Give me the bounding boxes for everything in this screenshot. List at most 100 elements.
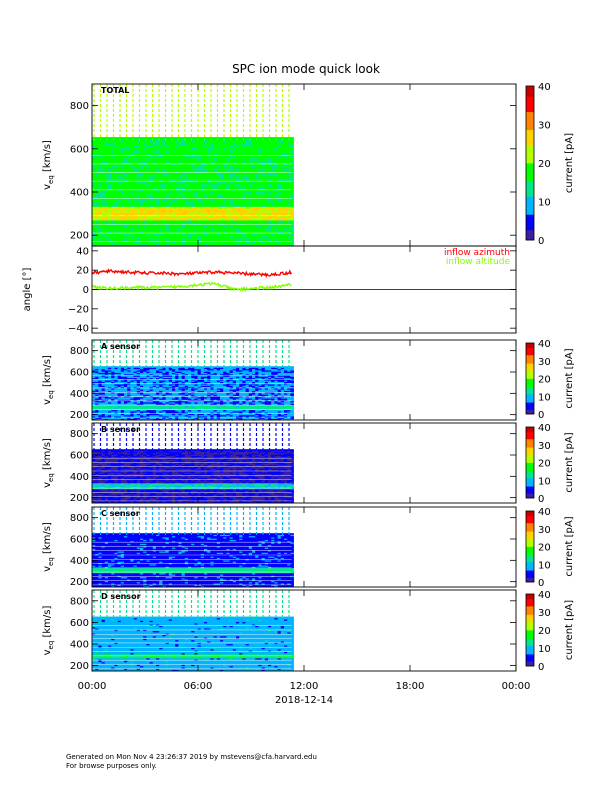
heatmap-cell bbox=[172, 399, 176, 402]
heatmap-cell bbox=[172, 227, 176, 231]
heatmap-cell bbox=[242, 388, 246, 390]
heatmap-cell bbox=[143, 418, 147, 421]
heatmap-cell bbox=[108, 183, 112, 187]
heatmap-cell bbox=[258, 225, 262, 229]
heatmap-cell bbox=[252, 168, 256, 172]
heatmap-cell bbox=[98, 372, 102, 375]
heatmap-cell bbox=[117, 407, 122, 409]
heatmap-cell bbox=[239, 391, 243, 394]
heatmap-cell bbox=[101, 407, 106, 409]
heatmap-cell bbox=[117, 209, 122, 213]
heatmap-cell bbox=[220, 235, 224, 239]
heatmap-cell bbox=[156, 142, 160, 146]
heatmap-cell bbox=[220, 220, 224, 223]
heatmap-cell bbox=[200, 373, 205, 376]
heatmap-cell bbox=[133, 238, 138, 242]
heatmap-cell bbox=[271, 152, 275, 156]
heatmap-cell bbox=[124, 376, 128, 379]
heatmap-cell bbox=[258, 139, 262, 143]
heatmap-cell bbox=[146, 204, 150, 208]
heatmap-cell bbox=[184, 399, 189, 402]
heatmap-cell bbox=[284, 238, 288, 242]
heatmap-cell bbox=[232, 380, 237, 382]
heatmap-cell bbox=[175, 418, 179, 421]
heatmap-cell bbox=[204, 165, 208, 169]
heatmap-cell bbox=[146, 230, 150, 234]
heatmap-cell bbox=[114, 366, 118, 368]
heatmap-cell bbox=[242, 225, 246, 229]
heatmap-cell bbox=[104, 381, 109, 384]
heatmap-cell bbox=[98, 181, 102, 185]
heatmap-cell bbox=[223, 189, 227, 192]
heatmap-cell bbox=[194, 170, 198, 174]
heatmap-cell bbox=[156, 186, 160, 190]
heatmap-cell bbox=[245, 379, 250, 381]
heatmap-cell bbox=[184, 163, 189, 166]
heatmap-cell bbox=[191, 238, 195, 242]
heatmap-cell bbox=[220, 402, 224, 404]
heatmap-cell bbox=[223, 400, 227, 403]
heatmap-cell bbox=[117, 150, 122, 153]
heatmap-cell bbox=[226, 194, 230, 198]
heatmap-cell bbox=[188, 230, 192, 234]
heatmap-cell bbox=[149, 165, 154, 169]
heatmap-cell bbox=[143, 371, 147, 373]
heatmap-cell bbox=[245, 201, 250, 205]
heatmap-cell bbox=[194, 189, 198, 192]
heatmap-cell bbox=[252, 371, 256, 373]
heatmap-cell bbox=[159, 371, 163, 373]
heatmap-cell bbox=[127, 409, 131, 412]
heatmap-cell bbox=[104, 388, 109, 390]
heatmap-cell bbox=[255, 390, 259, 393]
heatmap-cell bbox=[220, 386, 224, 389]
heatmap-cell bbox=[200, 170, 205, 174]
heatmap-cell bbox=[146, 388, 150, 390]
heatmap-cell bbox=[220, 405, 224, 408]
heatmap-cell bbox=[271, 157, 275, 161]
heatmap-cell bbox=[104, 375, 109, 377]
heatmap-cell bbox=[156, 377, 160, 380]
heatmap-cell bbox=[213, 386, 218, 389]
heatmap-cell bbox=[95, 400, 99, 403]
heatmap-cell bbox=[271, 204, 275, 208]
heatmap-cell bbox=[226, 377, 230, 380]
heatmap-cell bbox=[175, 160, 179, 164]
heatmap-cell bbox=[184, 243, 189, 247]
heatmap-cell bbox=[168, 238, 173, 242]
heatmap-cell bbox=[245, 217, 250, 221]
heatmap-cell bbox=[184, 199, 189, 203]
heatmap-cell bbox=[277, 235, 282, 239]
heatmap-cell bbox=[229, 165, 234, 169]
heatmap-cell bbox=[104, 235, 109, 239]
heatmap-cell bbox=[188, 405, 192, 408]
heatmap-cell bbox=[255, 207, 259, 210]
heatmap-cell bbox=[236, 380, 240, 382]
heatmap-cell bbox=[188, 181, 192, 185]
heatmap-cell bbox=[98, 398, 102, 400]
heatmap-cell bbox=[92, 418, 96, 421]
heatmap-cell bbox=[149, 163, 154, 166]
heatmap-cell bbox=[210, 178, 214, 182]
heatmap-cell bbox=[184, 155, 189, 159]
heatmap-cell bbox=[290, 196, 294, 200]
heatmap-cell bbox=[207, 150, 211, 153]
heatmap-cell bbox=[120, 170, 125, 174]
heatmap-cell bbox=[216, 152, 221, 156]
heatmap-cell bbox=[194, 373, 198, 376]
heatmap-cell bbox=[165, 398, 170, 400]
heatmap-cell bbox=[239, 367, 243, 370]
heatmap-cell bbox=[156, 191, 160, 195]
heatmap-cell bbox=[216, 390, 221, 393]
heatmap-cell bbox=[168, 399, 173, 402]
heatmap-cell bbox=[136, 160, 141, 164]
heatmap-cell bbox=[168, 393, 173, 395]
heatmap-cell bbox=[245, 380, 250, 382]
heatmap-cell bbox=[133, 413, 138, 416]
heatmap-cell bbox=[104, 204, 109, 208]
heatmap-cell bbox=[156, 163, 160, 166]
heatmap-cell bbox=[204, 243, 208, 247]
heatmap-cell bbox=[188, 170, 192, 174]
heatmap-cell bbox=[232, 217, 237, 221]
heatmap-cell bbox=[165, 137, 170, 140]
heatmap-cell bbox=[204, 173, 208, 177]
